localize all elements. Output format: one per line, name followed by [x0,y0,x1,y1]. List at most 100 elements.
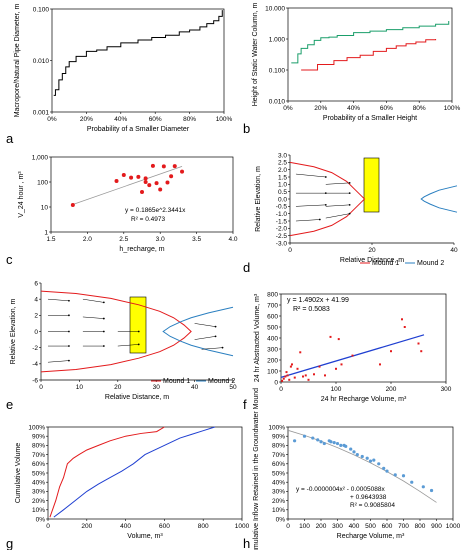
x-axis-label: Relative Distance, m [340,257,404,264]
y-tick-label: 0 [274,379,278,386]
flow-arrow-head [68,359,70,362]
x-tick-label: 3.0 [156,236,165,243]
data-point [351,354,354,357]
data-point [365,456,369,460]
equation-label: y = 0.1865e^2.3441x [125,207,186,214]
legend-label: Mound 1 [163,378,190,385]
y-axis-label: Cumulative Inflow Retained in the Ground… [253,388,260,550]
x-axis-label: 24 hr Recharge Volume, m³ [321,396,407,403]
y-tick-label: 10% [272,507,285,514]
y-axis-label: Cumulative Volume [15,443,22,503]
y-tick-label: 60% [32,461,45,468]
y-tick-label: 2.5 [278,160,287,167]
mound-line-2 [420,185,458,213]
x-tick-label: 700 [398,523,409,530]
flow-arrow-head [68,314,70,317]
plot-frame [47,426,243,520]
data-point [355,453,359,457]
mound-line-1 [40,290,192,373]
flow-arrow [194,323,216,327]
equation-label: y = 1.4902x + 41.99 [287,297,349,304]
data-point [335,367,337,370]
x-tick-label: 100% [444,105,461,112]
flow-arrow-head [102,301,105,304]
well-rectangle [363,157,380,213]
panel-h: 0 100 200 300 400 500 600 700 800 900 10000%10%20%… [243,388,461,550]
data-point [382,466,386,470]
x-tick-label: 2.5 [119,236,128,243]
data-point [169,174,174,179]
data-point [385,469,389,473]
data-point [352,450,356,454]
y-tick-label: 90% [32,434,45,441]
data-point [313,373,315,376]
data-point [340,363,343,366]
data-point [421,485,425,489]
x-tick-label: 200 [386,386,397,393]
data-point [318,365,321,368]
data-point [281,379,284,382]
flow-arrow [295,173,326,178]
x-tick-label: 20% [314,105,327,112]
flow-arrow-head [324,203,327,206]
y-tick-label: 0 [34,329,38,336]
data-point [302,375,304,378]
y-tick-label: 400 [267,335,278,342]
flow-arrow-head [348,181,351,184]
x-tick-label: 20 [368,247,376,254]
y-tick-label: 0.010 [33,58,50,65]
x-tick-label: 0 [286,523,290,530]
y-tick-label: -2.5 [276,233,288,240]
y-tick-label: 100% [268,424,285,431]
data-point [154,181,159,186]
y-tick-label: 3.0 [278,152,287,159]
x-axis-label: Volume, m³ [127,533,163,540]
x-tick-label: 1000 [446,523,461,530]
y-tick-label: 90% [272,434,285,441]
data-point [165,180,170,185]
y-tick-label: 70% [272,452,285,459]
panel-g: 0 200 400 600 800 1000 0% 10% 20% 30% 40% 50% 60% 70%… [6,424,250,550]
x-tick-label: 800 [198,523,209,530]
panel-letter: g [6,536,13,550]
trend-line [72,166,183,205]
data-point [143,176,148,181]
y-tick-label: 0.100 [33,6,50,13]
data-point [147,183,152,188]
legend-label: Mound 2 [208,378,235,385]
y-tick-label: 0.0 [278,196,287,203]
y-tick-label: 800 [267,291,278,298]
y-tick-label: 1.000 [269,36,286,43]
flow-arrow [47,298,69,302]
flow-arrow-head [348,192,351,195]
mound-line-1 [289,161,366,237]
y-tick-label: -0.5 [276,204,288,211]
x-tick-label: 300 [441,386,452,393]
y-tick-label: 100 [267,368,278,375]
data-point [289,365,292,368]
x-tick-label: 500 [365,523,376,530]
y-tick-label: -4 [32,361,38,368]
data-point [368,459,373,463]
y-tick-label: -3.0 [276,240,288,247]
panel-letter: b [243,121,250,136]
data-point [302,434,307,438]
data-point [307,378,310,381]
y-tick-label: 10 [41,204,49,211]
legend-label: Mound 2 [417,260,444,267]
y-tick-label: 1 [44,229,48,236]
x-tick-label: 200 [316,523,327,530]
data-point [410,480,414,484]
data-point [129,175,134,180]
height-line [301,39,437,71]
data-point [319,440,323,444]
y-tick-label: 0.001 [33,109,50,116]
data-point [140,189,144,194]
y-tick-label: 30% [32,489,45,496]
y-tick-label: 0.100 [269,67,286,74]
data-point [401,318,403,321]
flow-arrow-head [137,343,140,346]
flow-arrow [325,204,350,207]
x-tick-label: 600 [159,523,170,530]
